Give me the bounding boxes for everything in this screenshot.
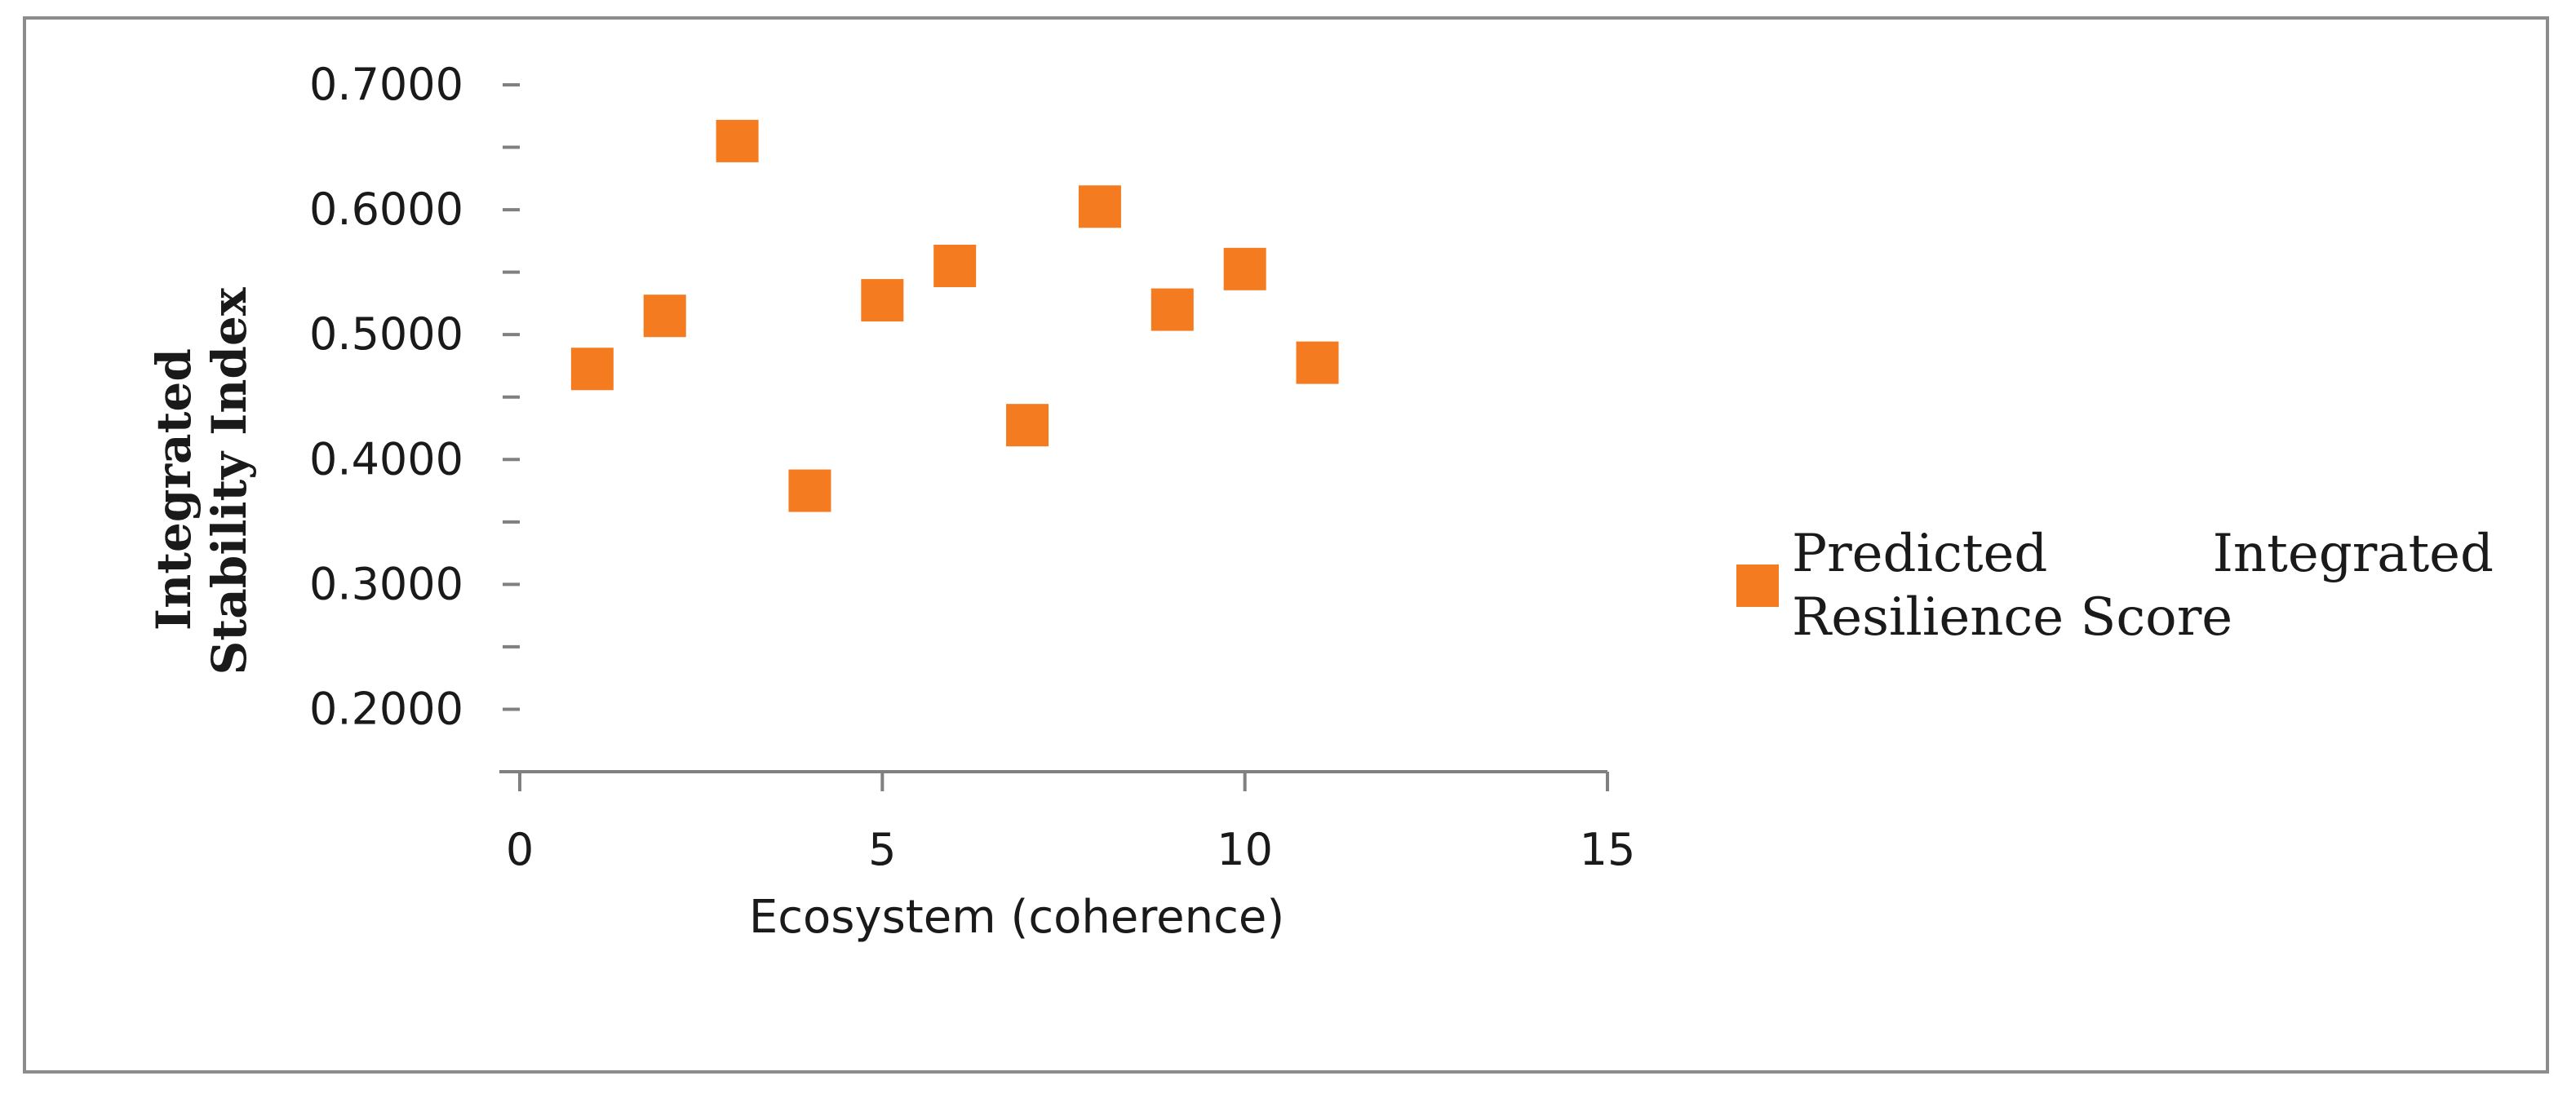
data-point: [570, 348, 614, 391]
data-points: [570, 119, 1339, 512]
y-axis-title: Integrated Stability Index: [146, 287, 257, 675]
chart-frame: [23, 16, 2549, 1074]
data-point: [1078, 185, 1121, 228]
data-point: [1296, 341, 1339, 384]
y-axis-title-group: Integrated Stability Index: [146, 287, 257, 675]
y-tick-label: 0.4000: [309, 433, 463, 485]
y-axis-title-line-2: Stability Index: [202, 287, 257, 675]
data-point: [1151, 288, 1194, 331]
x-tick-label: 10: [1217, 824, 1273, 875]
data-point: [788, 469, 831, 512]
y-tick-label: 0.3000: [309, 558, 463, 609]
y-tick-label: 0.2000: [309, 683, 463, 734]
x-tick-label: 5: [868, 824, 896, 875]
y-axis-title-line-1: Integrated: [146, 348, 202, 631]
y-tick-label: 0.6000: [309, 184, 463, 235]
x-tick-label: 15: [1580, 824, 1636, 875]
data-point: [1223, 247, 1266, 290]
y-axis: 0.2000 0.3000 0.4000 0.5000 0.6000 0.7000: [309, 59, 520, 734]
data-point: [1006, 404, 1049, 447]
y-tick-label: 0.5000: [309, 308, 463, 360]
data-point: [643, 294, 686, 338]
x-axis: 0 5 10 15: [499, 770, 1636, 875]
data-point: [861, 279, 904, 322]
legend-label: Predicted Integrated Resilience Score: [1792, 524, 2494, 648]
y-tick-label: 0.7000: [309, 59, 463, 110]
legend-swatch: [1736, 564, 1779, 607]
data-point: [716, 119, 759, 162]
x-tick-label: 0: [506, 824, 534, 875]
x-axis-title: Ecosystem (coherence): [749, 891, 1284, 944]
legend: Predicted Integrated Resilience Score: [1736, 522, 2503, 649]
data-point: [933, 244, 977, 287]
